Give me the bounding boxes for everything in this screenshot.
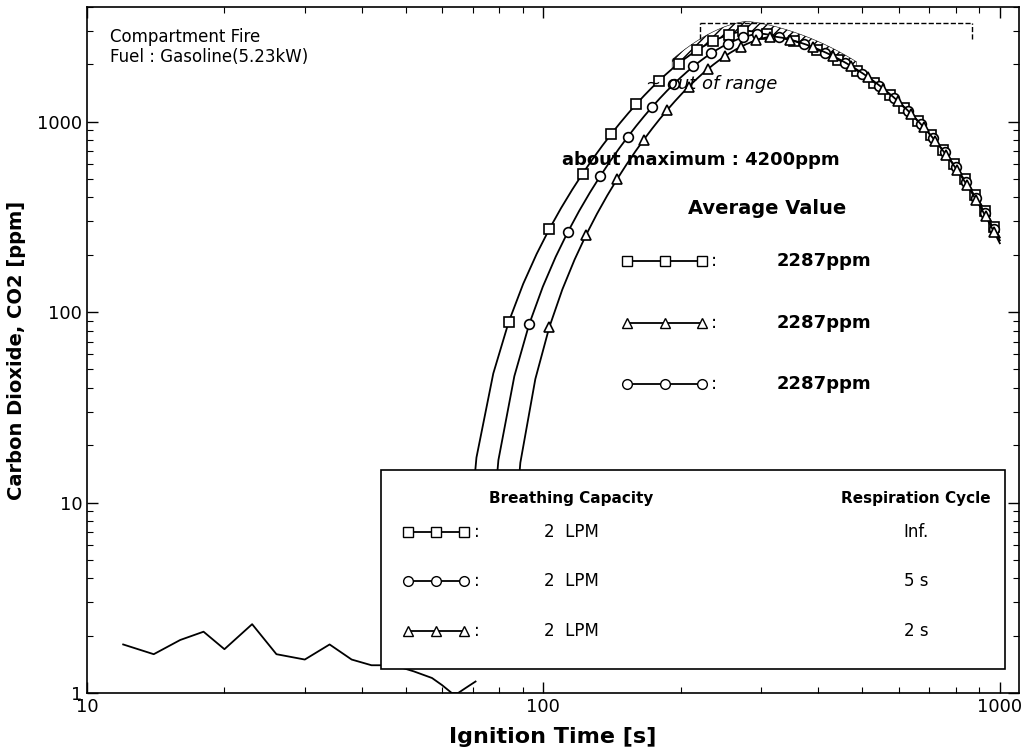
Text: 2287ppm: 2287ppm	[776, 252, 871, 270]
Text: 2287ppm: 2287ppm	[776, 314, 871, 332]
Text: 2  LPM: 2 LPM	[544, 572, 599, 590]
FancyBboxPatch shape	[381, 470, 1005, 669]
Text: :: :	[474, 572, 480, 590]
X-axis label: Ignition Time [s]: Ignition Time [s]	[449, 727, 656, 747]
Text: ~ out of range: ~ out of range	[646, 75, 777, 93]
Text: Inf.: Inf.	[904, 523, 929, 541]
Text: about maximum : 4200ppm: about maximum : 4200ppm	[562, 151, 840, 169]
Text: 2  LPM: 2 LPM	[544, 523, 599, 541]
Text: Breathing Capacity: Breathing Capacity	[489, 491, 653, 506]
Text: :: :	[474, 621, 480, 639]
Text: Respiration Cycle: Respiration Cycle	[841, 491, 991, 506]
Text: :: :	[711, 314, 717, 332]
Text: :: :	[474, 523, 480, 541]
Text: 2 s: 2 s	[904, 621, 929, 639]
Text: :: :	[711, 375, 717, 394]
Y-axis label: Carbon Dioxide, CO2 [ppm]: Carbon Dioxide, CO2 [ppm]	[7, 201, 26, 500]
Text: 2  LPM: 2 LPM	[544, 621, 599, 639]
Text: 5 s: 5 s	[904, 572, 929, 590]
Text: 2287ppm: 2287ppm	[776, 375, 871, 394]
Text: :: :	[711, 252, 717, 270]
Text: Compartment Fire
Fuel : Gasoline(5.23kW): Compartment Fire Fuel : Gasoline(5.23kW)	[110, 28, 309, 66]
Text: Average Value: Average Value	[688, 199, 846, 218]
